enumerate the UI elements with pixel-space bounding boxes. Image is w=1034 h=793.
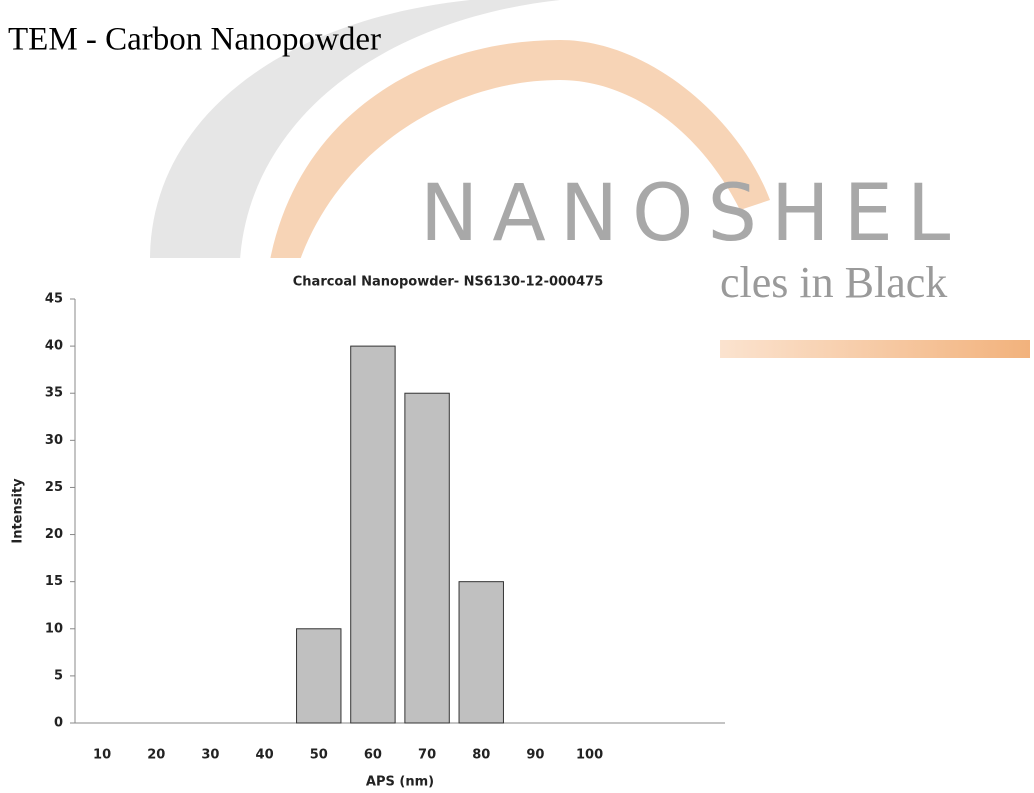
y-tick-label: 5 — [54, 668, 63, 683]
bar — [297, 629, 341, 723]
bar — [405, 393, 449, 723]
y-tick-label: 20 — [45, 527, 63, 542]
chart-title: Charcoal Nanopowder- NS6130-12-000475 — [293, 275, 604, 290]
y-axis-label: Intensity — [11, 478, 26, 544]
bar — [351, 346, 395, 723]
y-tick-label: 25 — [45, 480, 63, 495]
x-tick-label: 50 — [310, 748, 328, 763]
y-tick-label: 35 — [45, 386, 63, 401]
bar — [459, 582, 503, 723]
y-tick-label: 40 — [45, 339, 63, 354]
x-tick-label: 10 — [93, 748, 111, 763]
x-axis-label: APS (nm) — [366, 775, 434, 790]
y-tick-label: 0 — [54, 716, 63, 731]
x-tick-label: 20 — [147, 748, 165, 763]
x-tick-label: 30 — [201, 748, 219, 763]
x-tick-label: 40 — [256, 748, 274, 763]
x-tick-label: 90 — [526, 748, 544, 763]
tagline: cles in Black — [720, 258, 947, 307]
x-tick-label: 60 — [364, 748, 382, 763]
y-tick-label: 10 — [45, 621, 63, 636]
brand: NANOSHEL — [420, 169, 964, 259]
x-tick-label: 80 — [472, 748, 490, 763]
x-tick-label: 100 — [576, 748, 603, 763]
y-tick-label: 30 — [45, 433, 63, 448]
orange-band — [720, 340, 1030, 358]
screen: NANOSHEL cles in Black TEM - Carbon Nano… — [0, 0, 1034, 793]
chart: Charcoal Nanopowder- NS6130-12-000475 AP… — [0, 258, 725, 793]
x-tick-label: 70 — [418, 748, 436, 763]
y-tick-label: 15 — [45, 574, 63, 589]
page: NANOSHEL cles in Black TEM - Carbon Nano… — [0, 0, 1034, 793]
y-tick-label: 45 — [45, 292, 63, 307]
page-title: TEM - Carbon Nanopowder — [8, 22, 381, 58]
